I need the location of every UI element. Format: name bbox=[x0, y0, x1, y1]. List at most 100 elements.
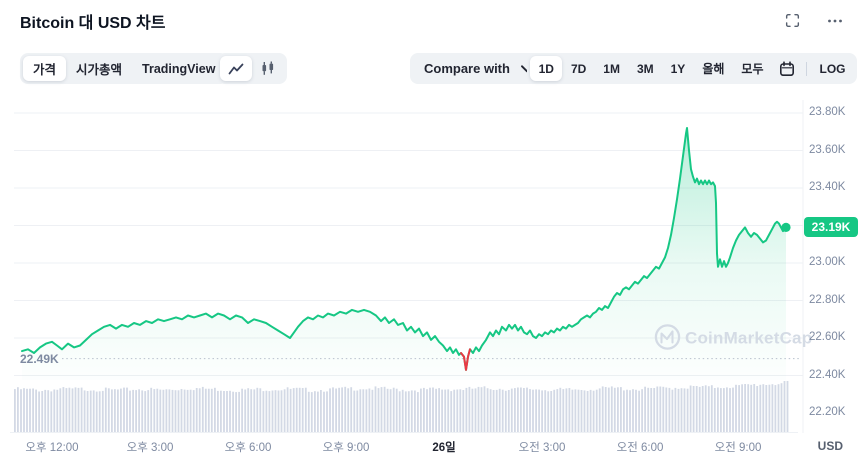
tab-price[interactable]: 가격 bbox=[23, 56, 67, 81]
price-area-fill bbox=[22, 128, 786, 380]
volume-bar bbox=[698, 386, 701, 432]
volume-bar bbox=[86, 391, 89, 432]
range-1d-button[interactable]: 1D bbox=[530, 56, 563, 81]
price-chart[interactable]: CoinMarketCap 23.80K 23.60K 23.40K 23.00K 22… bbox=[0, 95, 860, 457]
volume-bar bbox=[632, 389, 634, 432]
coinmarketcap-watermark: CoinMarketCap bbox=[654, 324, 812, 350]
x-tick-label: 오후 6:00 bbox=[224, 442, 272, 454]
compare-with-label: Compare with bbox=[424, 61, 510, 76]
volume-bar bbox=[174, 390, 177, 432]
volume-bar bbox=[504, 390, 507, 432]
line-chart-type-button[interactable] bbox=[220, 56, 252, 81]
volume-bar bbox=[41, 391, 44, 432]
volume-bar bbox=[138, 389, 140, 432]
volume-bar bbox=[44, 389, 47, 432]
volume-bar bbox=[180, 389, 183, 432]
more-options-button[interactable] bbox=[826, 15, 844, 27]
volume-bar bbox=[38, 391, 40, 432]
volume-bar bbox=[150, 387, 153, 432]
volume-bar bbox=[247, 388, 250, 432]
volume-bar bbox=[153, 389, 156, 432]
volume-bar bbox=[338, 387, 340, 432]
fullscreen-button[interactable] bbox=[785, 13, 800, 28]
compare-with-dropdown[interactable]: Compare with bbox=[410, 53, 547, 84]
volume-bar bbox=[438, 388, 440, 432]
volume-bar bbox=[114, 389, 116, 432]
tab-marketcap[interactable]: 시가총액 bbox=[66, 56, 132, 81]
volume-bar bbox=[65, 388, 68, 432]
volume-bar bbox=[126, 387, 128, 432]
tab-tradingview[interactable]: TradingView bbox=[132, 56, 225, 81]
coinmarketcap-logo-icon bbox=[654, 324, 681, 350]
volume-bar bbox=[365, 389, 368, 432]
volume-bar bbox=[489, 389, 492, 432]
volume-bar bbox=[244, 389, 247, 432]
volume-bar bbox=[341, 387, 343, 432]
volume-bar bbox=[650, 388, 653, 432]
range-1y-button[interactable]: 1Y bbox=[662, 56, 694, 81]
volume-bar bbox=[559, 387, 562, 432]
candlestick-chart-type-button[interactable] bbox=[252, 56, 284, 81]
range-3m-button[interactable]: 3M bbox=[628, 56, 662, 81]
volume-bar bbox=[704, 385, 707, 432]
volume-bar bbox=[156, 388, 159, 432]
volume-bar bbox=[307, 391, 310, 432]
volume-bar bbox=[462, 390, 465, 432]
range-7d-button[interactable]: 7D bbox=[562, 56, 594, 81]
volume-bar bbox=[298, 387, 301, 432]
volume-bar bbox=[556, 389, 559, 432]
volume-bar bbox=[220, 390, 222, 432]
x-tick-label: 오후 12:00 bbox=[25, 442, 79, 454]
volume-bar bbox=[235, 392, 237, 432]
volume-bar bbox=[95, 391, 98, 432]
range-1m-button[interactable]: 1M bbox=[595, 56, 629, 81]
volume-bar bbox=[53, 389, 56, 432]
log-scale-button[interactable]: LOG bbox=[811, 56, 854, 81]
volume-bar bbox=[707, 386, 710, 432]
volume-bar bbox=[498, 388, 501, 432]
volume-bar bbox=[565, 388, 568, 432]
volume-bar bbox=[429, 387, 431, 432]
volume-bar bbox=[626, 389, 628, 432]
volume-bar bbox=[595, 389, 598, 432]
volume-bar bbox=[195, 388, 198, 432]
volume-bar bbox=[344, 386, 347, 432]
volume-bar bbox=[74, 387, 77, 432]
chart-toolbar: 가격 시가총액 TradingView Compare with 1D bbox=[0, 53, 860, 84]
volume-bar bbox=[638, 390, 640, 432]
volume-bar bbox=[304, 387, 307, 432]
volume-bar bbox=[229, 390, 231, 432]
volume-bar bbox=[414, 390, 416, 432]
volume-bar bbox=[441, 389, 443, 432]
volume-bar bbox=[665, 387, 668, 432]
volume-bar bbox=[492, 390, 495, 432]
volume-bar bbox=[729, 388, 731, 432]
volume-bar bbox=[629, 390, 631, 432]
volume-bar bbox=[274, 390, 277, 432]
volume-bar bbox=[404, 391, 407, 432]
volume-bar bbox=[662, 386, 665, 432]
volume-bar bbox=[604, 387, 607, 432]
range-ytd-button[interactable]: 올해 bbox=[694, 56, 733, 81]
fullscreen-expand-icon bbox=[785, 13, 800, 28]
volume-bar bbox=[56, 389, 59, 432]
volume-bar bbox=[720, 388, 722, 432]
volume-bar bbox=[383, 386, 386, 432]
x-tick-label: 오후 9:00 bbox=[322, 442, 370, 454]
volume-bar bbox=[456, 389, 459, 432]
volume-bar bbox=[47, 390, 50, 432]
volume-bar bbox=[765, 385, 768, 432]
volume-bar bbox=[568, 388, 571, 432]
range-all-button[interactable]: 모두 bbox=[733, 56, 772, 81]
volume-bar bbox=[262, 391, 265, 432]
volume-bar bbox=[217, 390, 219, 432]
volume-bar bbox=[635, 389, 637, 432]
volume-bar bbox=[323, 391, 325, 432]
volume-bar bbox=[380, 387, 383, 432]
volume-bar bbox=[35, 389, 37, 432]
page-title: Bitcoin 대 USD 차트 bbox=[20, 15, 166, 32]
custom-date-button[interactable] bbox=[772, 56, 802, 81]
volume-bar bbox=[774, 385, 777, 432]
volume-bar bbox=[241, 388, 243, 432]
volume-bar bbox=[689, 385, 692, 432]
